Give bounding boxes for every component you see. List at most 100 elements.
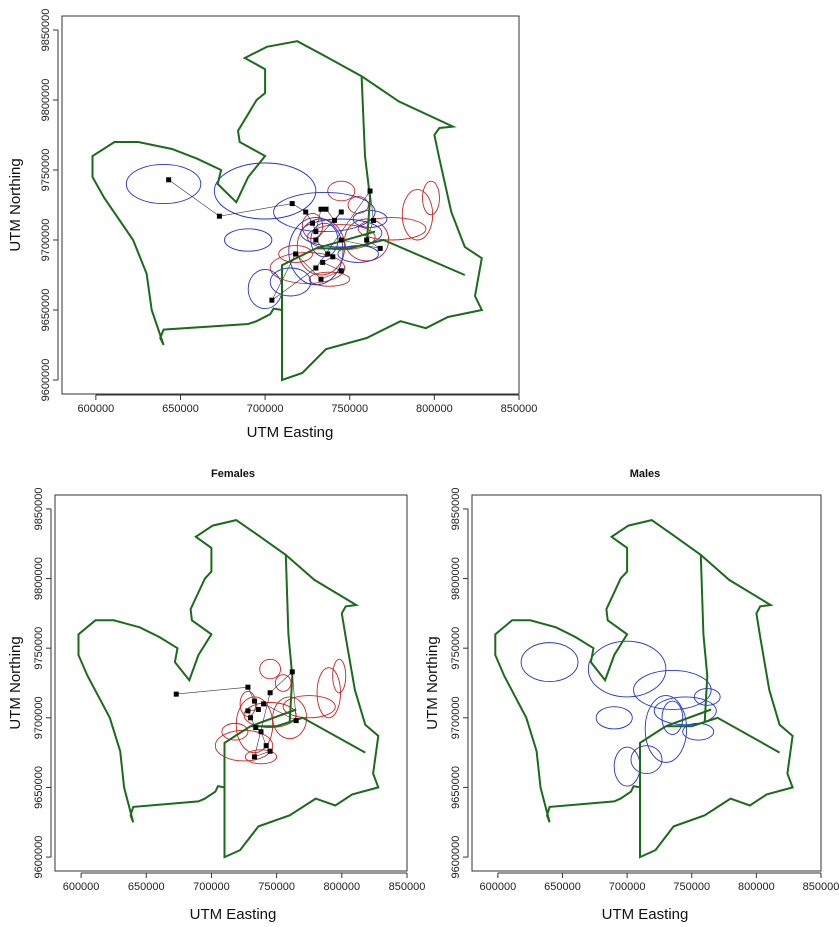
home-range-contour — [332, 658, 347, 694]
home-range-contour — [125, 163, 202, 205]
map-panel-all: 600000 650000 700000 750000 800000 850000 960… — [7, 9, 537, 441]
home-range-contour — [273, 191, 376, 233]
location-marker — [320, 259, 326, 265]
y-tick-label: 9650000 — [33, 766, 45, 809]
home-range-contour — [300, 218, 383, 248]
location-marker — [251, 754, 257, 760]
y-tick-label: 9800000 — [450, 557, 462, 600]
x-axis-label: UTM Easting — [602, 906, 689, 923]
location-marker — [318, 276, 324, 282]
location-marker — [248, 715, 254, 721]
location-marker — [323, 206, 329, 212]
home-range-contour — [310, 222, 339, 258]
location-marker — [173, 691, 179, 697]
x-tick-label: 700000 — [247, 403, 284, 415]
y-axis-label: UTM Northing — [424, 636, 441, 729]
plot-frame — [54, 494, 408, 872]
x-tick-label: 750000 — [331, 403, 368, 415]
home-range-contour — [422, 180, 440, 216]
home-range-contour — [401, 189, 434, 241]
map-panel-females: Females 600000 650000 700000 750000 800000 85… — [7, 468, 425, 923]
x-tick-label: 800000 — [416, 403, 453, 415]
home-range-contour — [259, 658, 281, 680]
home-range-contour — [288, 217, 344, 286]
location-marker — [261, 701, 267, 707]
home-range-contour — [661, 700, 684, 735]
x-tick-label: 700000 — [193, 881, 230, 893]
zone-boundary — [315, 230, 376, 250]
x-tick-label: 650000 — [128, 881, 165, 893]
y-tick-label: 9750000 — [33, 627, 45, 670]
y-tick-label: 9800000 — [40, 79, 52, 122]
plot-area — [494, 519, 794, 859]
location-marker — [245, 684, 251, 690]
home-range-contour — [221, 722, 249, 741]
park-boundary — [494, 519, 794, 859]
location-marker — [338, 209, 344, 215]
home-range-contour — [653, 696, 717, 726]
y-axis: 9600000 9650000 9700000 9750000 9800000 98500… — [40, 9, 59, 401]
location-marker — [289, 669, 295, 675]
home-range-contour — [213, 162, 317, 220]
location-marker — [166, 177, 172, 183]
y-axis: 9600000 9650000 9700000 9750000 9800000 98500… — [33, 488, 52, 878]
panel-title: Females — [211, 468, 255, 480]
home-range-contour — [282, 695, 336, 719]
home-range-contour — [269, 267, 312, 297]
location-marker — [338, 268, 344, 274]
location-marker — [255, 706, 261, 712]
location-marker — [258, 729, 264, 735]
x-tick-label: 800000 — [738, 881, 775, 893]
y-axis-label: UTM Northing — [7, 158, 24, 251]
location-marker — [293, 718, 299, 724]
plot-frame — [471, 494, 822, 872]
x-axis: 600000 650000 700000 750000 800000 850000 — [77, 394, 537, 415]
home-range-contour — [308, 271, 351, 287]
location-marker — [318, 206, 324, 212]
zone-boundary — [284, 554, 294, 723]
location-marker — [245, 708, 251, 714]
home-range-contour — [327, 180, 356, 202]
location-marker — [303, 209, 309, 215]
x-tick-label: 750000 — [673, 881, 710, 893]
x-tick-label: 850000 — [803, 881, 839, 893]
plot-area — [91, 40, 484, 382]
location-marker — [313, 265, 319, 271]
zone-boundary — [699, 554, 709, 723]
x-tick-label: 800000 — [323, 881, 360, 893]
home-range-contour — [520, 642, 579, 683]
plot-frame — [61, 15, 520, 395]
home-range-contour — [316, 667, 341, 719]
location-marker — [251, 698, 257, 704]
y-tick-label: 9700000 — [40, 219, 52, 262]
x-axis-label: UTM Easting — [247, 424, 334, 441]
location-marker — [310, 220, 316, 226]
x-tick-label: 700000 — [609, 881, 646, 893]
zone-boundary — [281, 247, 317, 380]
y-tick-label: 9600000 — [450, 836, 462, 879]
zone-boundary — [639, 725, 667, 858]
zone-boundary — [665, 708, 712, 728]
home-range-contour — [247, 268, 283, 310]
plot-area — [77, 519, 380, 859]
location-marker — [338, 237, 344, 243]
location-marker — [263, 743, 269, 749]
location-marker — [253, 725, 259, 731]
location-marker — [293, 251, 299, 257]
y-tick-label: 9700000 — [33, 696, 45, 739]
location-marker — [313, 237, 319, 243]
location-marker — [269, 297, 275, 303]
x-tick-label: 600000 — [63, 881, 100, 893]
location-marker — [332, 217, 338, 223]
y-tick-label: 9750000 — [450, 627, 462, 670]
location-marker — [330, 254, 336, 260]
location-marker — [289, 201, 295, 207]
home-range-contour — [644, 695, 688, 763]
y-tick-label: 9650000 — [40, 289, 52, 332]
home-range-contour — [278, 245, 313, 263]
y-tick-label: 9800000 — [33, 557, 45, 600]
zone-boundary — [223, 725, 252, 858]
location-marker — [267, 690, 273, 696]
location-marker — [370, 217, 376, 223]
